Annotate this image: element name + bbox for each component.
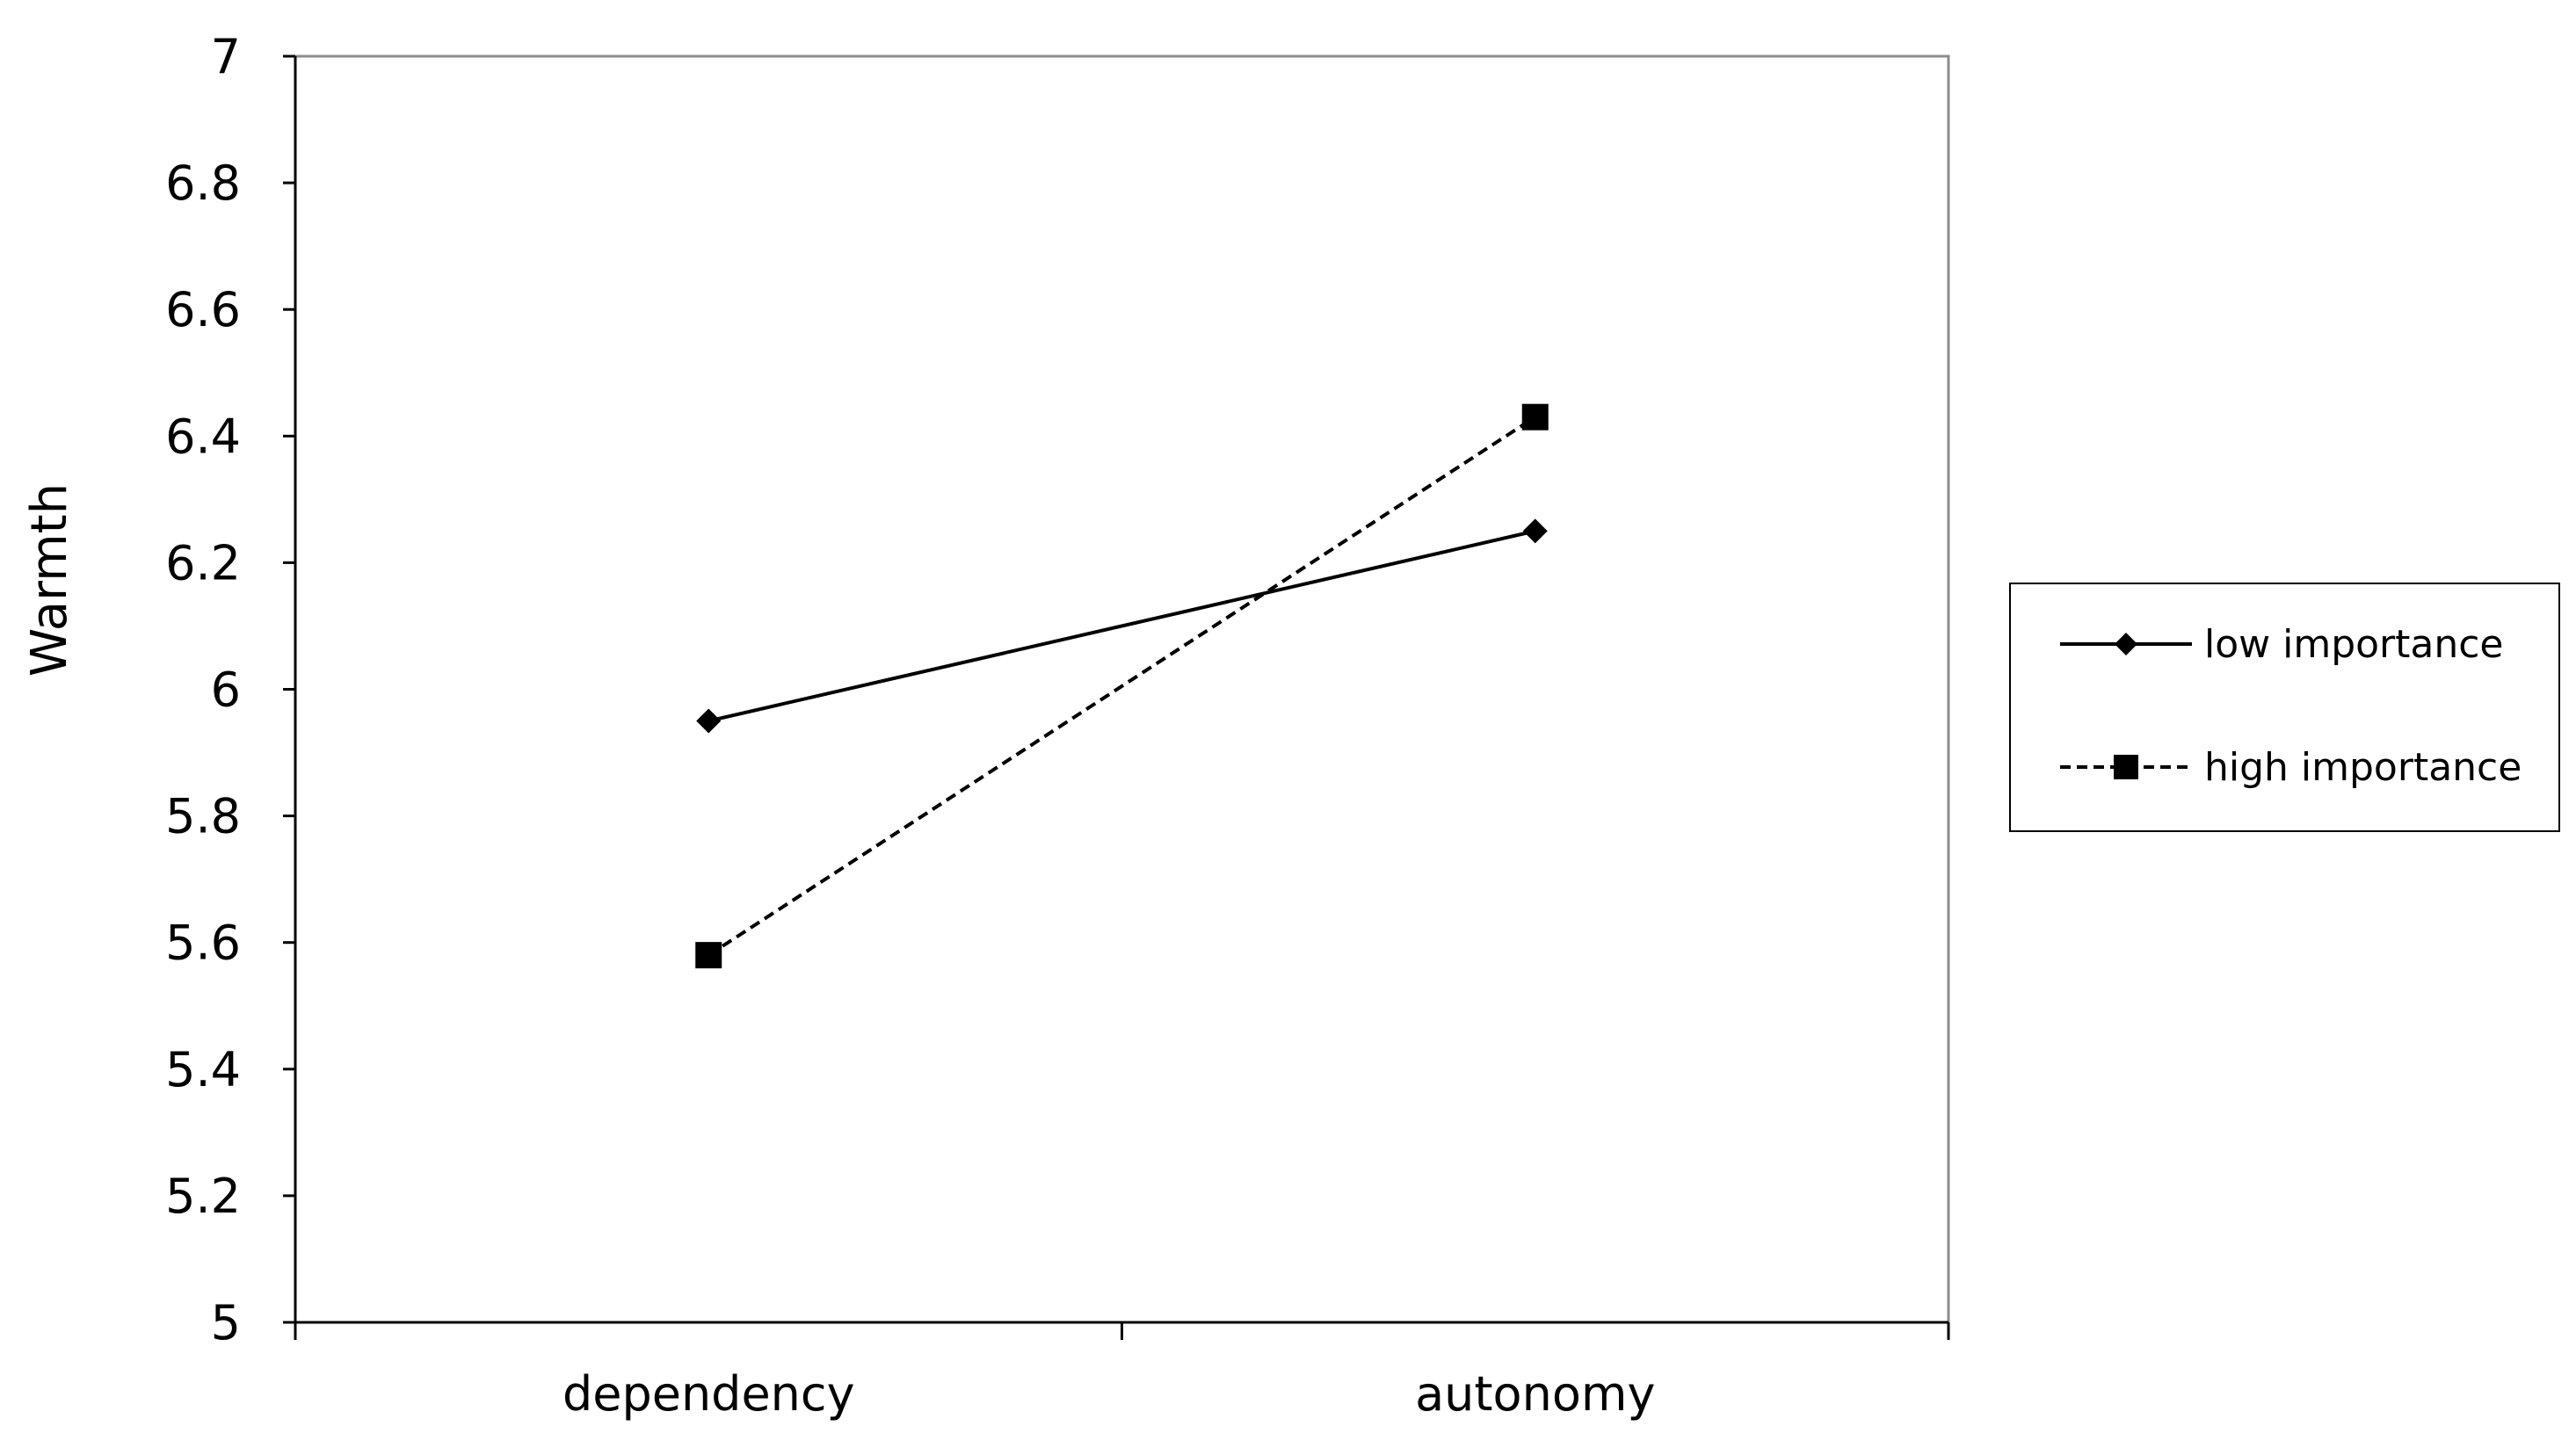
legend-label: high importance <box>2204 745 2522 790</box>
legend-label: low importance <box>2204 622 2504 667</box>
data-point <box>1522 518 1548 544</box>
series-layer <box>695 403 1549 969</box>
legend-box <box>2009 583 2560 832</box>
y-tick-label: 5 <box>211 1295 241 1350</box>
y-tick-label: 5.4 <box>165 1042 241 1097</box>
legend-items: low importance high importance <box>2060 622 2522 790</box>
series-2 <box>695 403 1549 969</box>
y-tick-label: 7 <box>211 29 241 84</box>
legend: low importance high importance <box>2009 583 2560 832</box>
y-axis-ticks: 5 5.2 5.4 5.6 5.8 6 6.2 6.4 6.6 6.8 7 <box>165 29 295 1350</box>
data-point <box>695 942 722 969</box>
y-axis-title: Warmth <box>21 483 78 677</box>
legend-marker <box>2114 755 2138 779</box>
series-1 <box>696 518 1548 734</box>
y-tick-label: 6.6 <box>165 282 241 337</box>
y-tick-label: 5.2 <box>165 1169 241 1224</box>
y-tick-label: 6 <box>211 662 241 718</box>
y-tick-label: 5.8 <box>165 789 241 844</box>
x-tick-label: autonomy <box>1415 1366 1655 1422</box>
x-tick-label: dependency <box>562 1366 855 1422</box>
y-tick-label: 6.8 <box>165 156 241 211</box>
series-line <box>707 529 1536 723</box>
series-line <box>707 416 1536 957</box>
y-tick-label: 5.6 <box>165 916 241 971</box>
data-point <box>696 708 722 734</box>
legend-item: high importance <box>2060 745 2522 790</box>
y-tick-label: 6.2 <box>165 535 241 590</box>
x-axis-ticks: dependency autonomy <box>294 1322 1950 1422</box>
legend-marker <box>2115 633 2137 655</box>
y-tick-label: 6.4 <box>165 409 241 464</box>
data-point <box>1521 403 1549 431</box>
legend-item: low importance <box>2060 622 2504 667</box>
